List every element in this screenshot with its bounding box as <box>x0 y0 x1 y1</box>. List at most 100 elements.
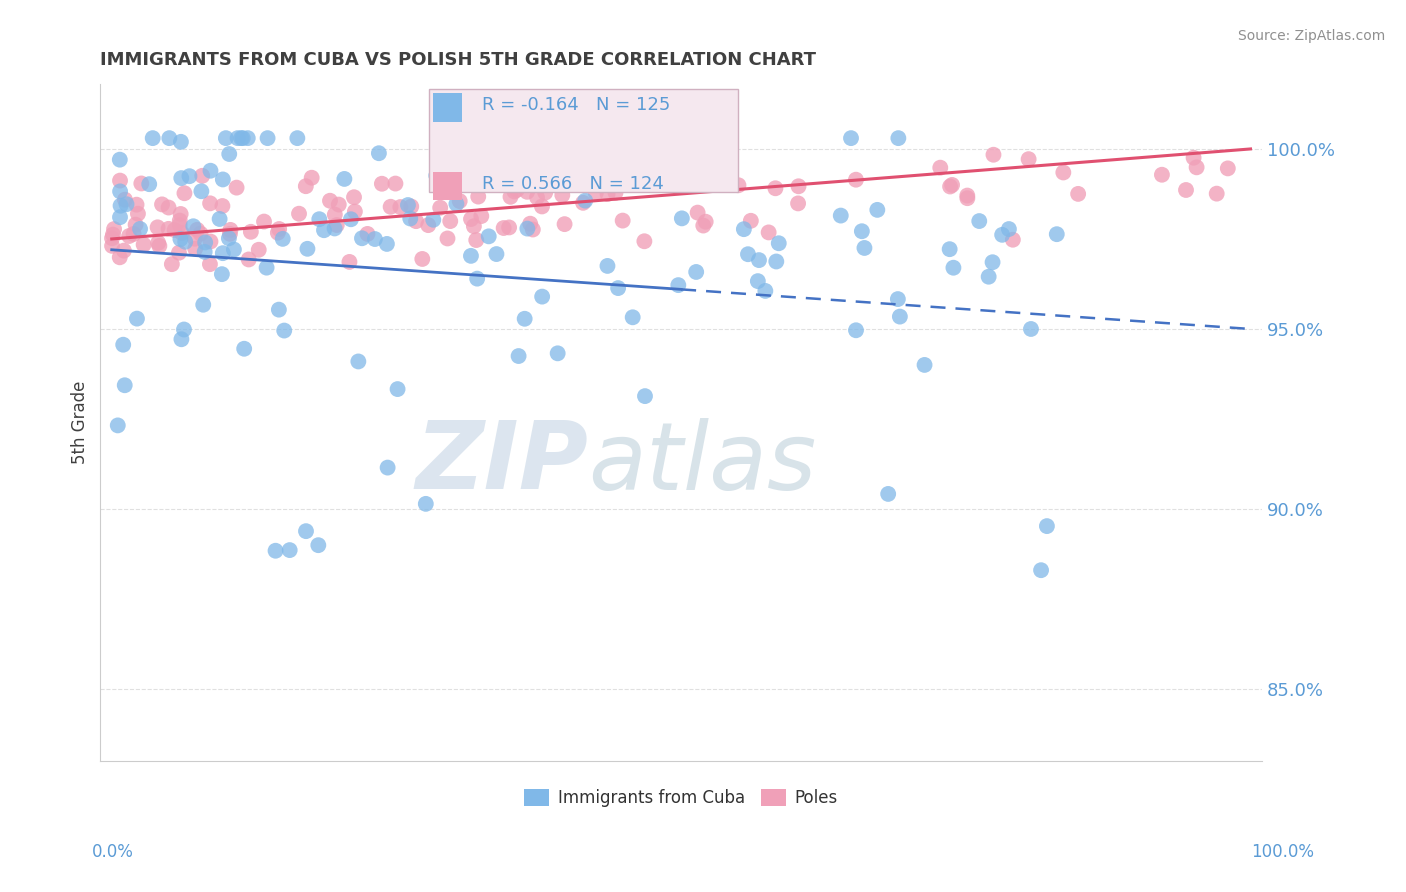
Point <box>148 239 170 253</box>
Point <box>666 278 689 293</box>
Point <box>1019 322 1042 336</box>
Point <box>200 235 222 249</box>
Text: ZIP: ZIP <box>415 417 588 509</box>
Point <box>1046 227 1069 242</box>
Point <box>301 170 323 185</box>
Point <box>877 487 900 501</box>
Point <box>211 267 233 281</box>
Point <box>727 178 749 193</box>
Point <box>685 265 707 279</box>
Point <box>1029 563 1052 577</box>
Text: 100.0%: 100.0% <box>1251 843 1315 861</box>
Point <box>627 131 650 145</box>
Point <box>218 147 240 161</box>
Point <box>465 233 488 247</box>
Point <box>367 146 389 161</box>
Point <box>271 232 294 246</box>
Y-axis label: 5th Grade: 5th Grade <box>72 381 89 465</box>
Point <box>115 197 138 211</box>
Point <box>956 191 979 205</box>
Point <box>596 187 619 202</box>
Point <box>364 232 387 246</box>
Point <box>787 196 810 211</box>
Point <box>621 310 644 325</box>
Point <box>107 418 129 433</box>
Point <box>1067 186 1090 201</box>
Text: Source: ZipAtlas.com: Source: ZipAtlas.com <box>1237 29 1385 43</box>
Point <box>607 281 630 295</box>
Point <box>516 221 538 235</box>
Point <box>160 257 183 271</box>
Point <box>222 243 245 257</box>
Point <box>170 135 193 149</box>
Point <box>273 324 295 338</box>
Point <box>517 131 540 145</box>
Point <box>278 543 301 558</box>
Point <box>169 213 191 227</box>
Point <box>830 209 852 223</box>
Point <box>319 194 342 208</box>
Point <box>1052 165 1074 179</box>
Point <box>405 214 427 228</box>
Point <box>211 172 233 186</box>
Point <box>683 173 706 187</box>
Point <box>193 298 215 312</box>
Point <box>551 188 574 202</box>
Point <box>845 323 868 337</box>
Point <box>173 186 195 201</box>
Point <box>768 236 790 251</box>
Point <box>179 169 201 184</box>
Point <box>449 194 471 208</box>
Point <box>522 222 544 236</box>
Point <box>695 215 717 229</box>
Point <box>269 222 291 236</box>
Point <box>748 253 770 268</box>
Point <box>938 242 960 256</box>
Point <box>377 460 399 475</box>
Point <box>108 153 131 167</box>
Text: R = -0.164   N = 125: R = -0.164 N = 125 <box>482 96 671 114</box>
Point <box>651 173 673 187</box>
Point <box>612 213 634 227</box>
Point <box>169 232 191 246</box>
Point <box>256 260 278 275</box>
Point <box>787 179 810 194</box>
Point <box>513 311 536 326</box>
Point <box>167 245 190 260</box>
Point <box>118 229 141 244</box>
Point <box>1150 168 1173 182</box>
Point <box>124 218 146 232</box>
Point <box>285 131 308 145</box>
Point <box>132 237 155 252</box>
Point <box>889 310 911 324</box>
Point <box>323 208 346 222</box>
Point <box>596 259 619 273</box>
Point <box>492 221 515 235</box>
Point <box>184 232 207 246</box>
Point <box>998 222 1021 236</box>
Point <box>138 177 160 191</box>
Point <box>186 223 208 237</box>
Point <box>1018 152 1040 166</box>
Point <box>218 231 240 245</box>
Point <box>740 214 762 228</box>
Point <box>295 179 318 194</box>
Point <box>190 227 212 241</box>
Point <box>733 222 755 236</box>
Point <box>851 224 873 238</box>
Point <box>765 181 787 195</box>
Point <box>233 342 256 356</box>
Point <box>758 226 780 240</box>
Point <box>686 205 709 219</box>
Point <box>519 217 541 231</box>
Point <box>981 255 1004 269</box>
Point <box>467 189 489 203</box>
Point <box>941 178 963 192</box>
Point <box>129 222 152 236</box>
Point <box>633 234 655 248</box>
Point <box>125 197 148 211</box>
Point <box>425 169 447 183</box>
Point <box>308 212 330 227</box>
Text: 0.0%: 0.0% <box>91 843 134 861</box>
Point <box>1001 233 1024 247</box>
